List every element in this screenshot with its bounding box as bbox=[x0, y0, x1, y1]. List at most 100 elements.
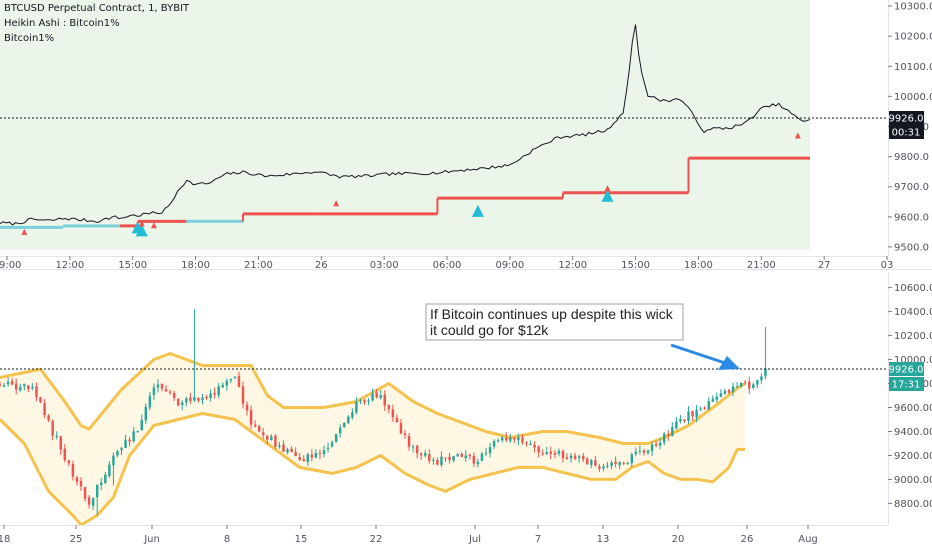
candle-body bbox=[513, 438, 516, 440]
candle-body bbox=[229, 379, 233, 381]
candle-body bbox=[181, 402, 184, 405]
candle-body bbox=[351, 412, 354, 418]
candle-body bbox=[209, 393, 212, 398]
candle-body bbox=[517, 437, 520, 441]
candle-body bbox=[569, 455, 573, 459]
candle-body bbox=[168, 391, 172, 393]
candle-body bbox=[411, 446, 415, 448]
candle-body bbox=[128, 439, 131, 442]
candle-body bbox=[683, 419, 686, 422]
candle-body bbox=[144, 406, 148, 421]
daily-price-axis[interactable]: 8800.009000.009200.009400.009600.009800.… bbox=[888, 272, 932, 525]
buy-marker bbox=[601, 189, 614, 202]
price-axis-label: 10200.0 bbox=[894, 32, 932, 43]
daily-price-axis-label: 10200.00 bbox=[894, 331, 932, 342]
daily-time-axis-label: 8 bbox=[224, 534, 230, 545]
candle-body bbox=[614, 461, 617, 465]
candle-body bbox=[760, 376, 763, 381]
candle-body bbox=[363, 400, 366, 403]
candle-body bbox=[464, 455, 467, 459]
candle-body bbox=[160, 383, 164, 389]
candle-body bbox=[51, 421, 54, 436]
daily-time-axis-label: 26 bbox=[741, 534, 754, 545]
legend-study-bitcoin: Bitcoin1% bbox=[4, 33, 54, 44]
candle-body bbox=[492, 441, 496, 447]
candle-body bbox=[415, 445, 419, 454]
candle-body bbox=[642, 450, 646, 453]
daily-last-price-badge: 9926.0 bbox=[889, 362, 924, 376]
daily-time-axis-label: Jun bbox=[143, 534, 160, 545]
candle-body bbox=[460, 453, 463, 457]
time-axis-label: 15:00 bbox=[621, 260, 650, 271]
candle-body bbox=[419, 453, 423, 456]
candle-body bbox=[217, 386, 220, 396]
candle-body bbox=[379, 395, 382, 398]
candle-body bbox=[602, 466, 605, 469]
candle-body bbox=[537, 446, 540, 453]
candle-body bbox=[403, 433, 407, 435]
daily-panel[interactable]: 8800.009000.009200.009400.009600.009800.… bbox=[0, 272, 932, 545]
candle-body bbox=[249, 410, 253, 425]
candle-body bbox=[703, 407, 706, 409]
candle-body bbox=[185, 398, 188, 403]
price-panel[interactable]: 9500.09600.09700.09800.09900.010000.0101… bbox=[0, 0, 932, 271]
time-axis[interactable]: 09:00 12:00 15:00 18:00 21:00 26 03:00 06:00 09:… bbox=[0, 256, 893, 271]
daily-price-axis-label: 10000.00 bbox=[894, 355, 932, 366]
candle-body bbox=[444, 457, 447, 459]
time-axis-label: 12:00 bbox=[55, 260, 84, 271]
time-axis-label: 18:00 bbox=[684, 260, 713, 271]
candle-body bbox=[711, 398, 715, 402]
sell-marker bbox=[150, 222, 157, 229]
candle-body bbox=[723, 390, 727, 394]
candle-body bbox=[112, 455, 115, 466]
candle-body bbox=[201, 397, 204, 401]
annotation-line-1: If Bitcoin continues up despite this wic… bbox=[430, 306, 674, 322]
candle-body bbox=[355, 401, 358, 413]
candle-body bbox=[687, 411, 690, 421]
time-axis-label: 03:00 bbox=[370, 260, 399, 271]
candle-body bbox=[436, 460, 439, 465]
candle-body bbox=[565, 457, 569, 460]
candle-body bbox=[14, 383, 18, 390]
price-axis-label: 10300.0 bbox=[894, 2, 932, 13]
daily-time-axis-label: 20 bbox=[672, 534, 685, 545]
last-price-badge: 9926.0 bbox=[889, 111, 924, 125]
candle-body bbox=[100, 482, 103, 486]
candle-body bbox=[47, 415, 50, 421]
candle-body bbox=[590, 460, 593, 465]
candle-body bbox=[727, 389, 731, 393]
price-axis-label: 9700.0 bbox=[894, 182, 929, 193]
candle-body bbox=[399, 423, 403, 434]
time-axis-label: 15:00 bbox=[118, 260, 147, 271]
daily-time-axis[interactable]: 18 25 Jun 8 15 22 Jul 7 13 20 26 Aug bbox=[0, 525, 888, 545]
candle-body bbox=[752, 384, 755, 388]
candle-body bbox=[586, 458, 589, 465]
sell-marker bbox=[333, 200, 340, 207]
candle-body bbox=[553, 452, 557, 455]
candle-body bbox=[391, 409, 395, 418]
candle-body bbox=[500, 437, 504, 441]
price-axis-label: 9500.0 bbox=[894, 242, 929, 253]
daily-countdown-badge: 17:31 bbox=[889, 377, 924, 391]
time-axis-label: 09:00 bbox=[0, 260, 21, 271]
annotation-arrow[interactable] bbox=[670, 343, 740, 370]
annotation-box bbox=[425, 303, 684, 341]
daily-price-axis-label: 9600.00 bbox=[894, 403, 932, 414]
annotation-callout[interactable]: If Bitcoin continues up despite this wic… bbox=[425, 303, 684, 341]
candle-body bbox=[298, 457, 301, 460]
candle-body bbox=[496, 440, 500, 442]
annotation-arrow-head bbox=[718, 356, 740, 370]
sell-marker bbox=[21, 228, 28, 235]
time-axis-label: 21:00 bbox=[244, 260, 273, 271]
time-axis-label: 06:00 bbox=[433, 260, 462, 271]
candle-body bbox=[172, 392, 176, 398]
candle-body bbox=[573, 455, 577, 459]
candle-body bbox=[6, 381, 10, 385]
candle-body bbox=[197, 397, 200, 401]
candle-body bbox=[71, 463, 75, 477]
candle-body bbox=[152, 387, 156, 395]
session-background bbox=[0, 0, 810, 250]
candle-body bbox=[748, 381, 751, 389]
